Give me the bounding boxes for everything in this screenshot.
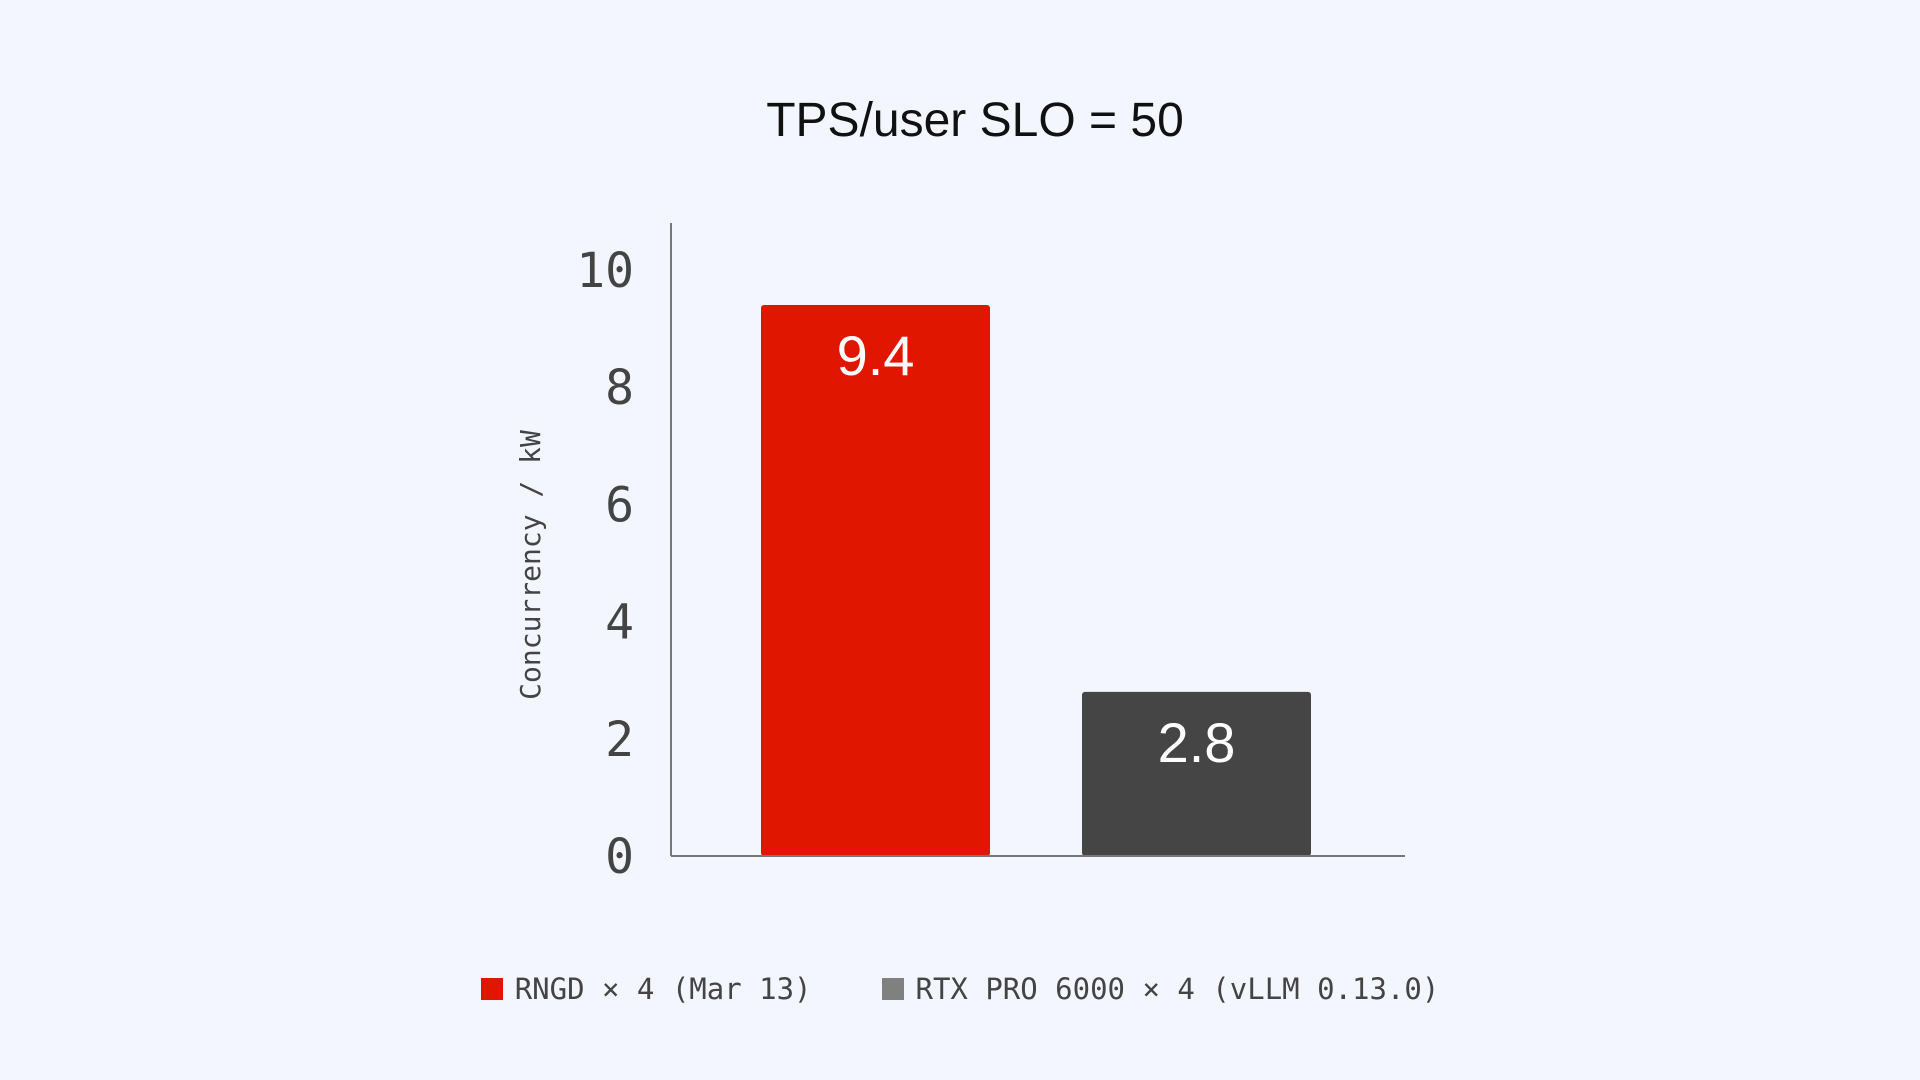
y-tick-label: 8: [605, 360, 634, 416]
y-tick-label: 4: [605, 595, 634, 651]
y-axis-label: Concurrency / kW: [514, 430, 547, 700]
bar-0: [761, 305, 990, 856]
y-tick-label: 6: [605, 477, 634, 533]
legend-swatch-rngd: [480, 978, 503, 1000]
y-tick-label: 10: [576, 243, 634, 299]
y-tick-label: 2: [605, 712, 634, 768]
y-tick-label: 0: [605, 829, 634, 885]
bar-1: [1082, 691, 1311, 856]
bar-value-label-1: 2.8: [1158, 711, 1236, 774]
legend-label-rtx: RTX PRO 6000 × 4 (vLLM 0.13.0): [915, 972, 1440, 1006]
bars-group: 9.4 2.8: [761, 305, 1311, 856]
y-axis-ticks: 0 2 4 6 8 10: [576, 243, 634, 885]
legend-item-rngd: RNGD × 4 (Mar 13): [480, 972, 812, 1006]
legend-item-rtx: RTX PRO 6000 × 4 (vLLM 0.13.0): [881, 972, 1440, 1006]
chart-title: TPS/user SLO = 50: [766, 94, 1184, 147]
legend: RNGD × 4 (Mar 13) RTX PRO 6000 × 4 (vLLM…: [0, 972, 1920, 1006]
legend-label-rngd: RNGD × 4 (Mar 13): [514, 972, 812, 1006]
legend-swatch-rtx: [881, 978, 904, 1000]
bar-value-label-0: 9.4: [837, 324, 915, 387]
